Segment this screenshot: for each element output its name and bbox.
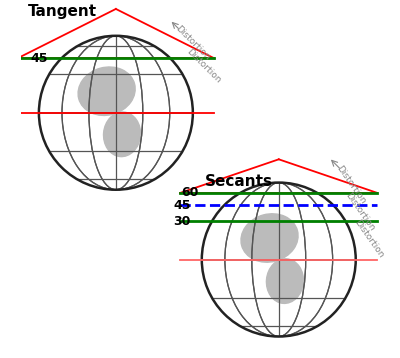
- Ellipse shape: [78, 67, 135, 115]
- Text: Distortion: Distortion: [174, 24, 211, 62]
- Text: Secants: Secants: [205, 174, 273, 189]
- Circle shape: [39, 36, 193, 190]
- Text: Tangent: Tangent: [28, 4, 97, 19]
- Text: 30: 30: [174, 214, 191, 228]
- Text: Distortion: Distortion: [334, 164, 367, 205]
- Ellipse shape: [104, 112, 140, 156]
- Text: 45: 45: [174, 199, 191, 212]
- Circle shape: [202, 183, 356, 337]
- Text: 60: 60: [181, 187, 198, 199]
- Text: Distortion: Distortion: [184, 47, 222, 85]
- Ellipse shape: [266, 259, 304, 303]
- Ellipse shape: [241, 214, 298, 262]
- Text: Distortion: Distortion: [352, 218, 385, 259]
- Text: 45: 45: [30, 52, 48, 65]
- Text: Distortion: Distortion: [343, 191, 376, 232]
